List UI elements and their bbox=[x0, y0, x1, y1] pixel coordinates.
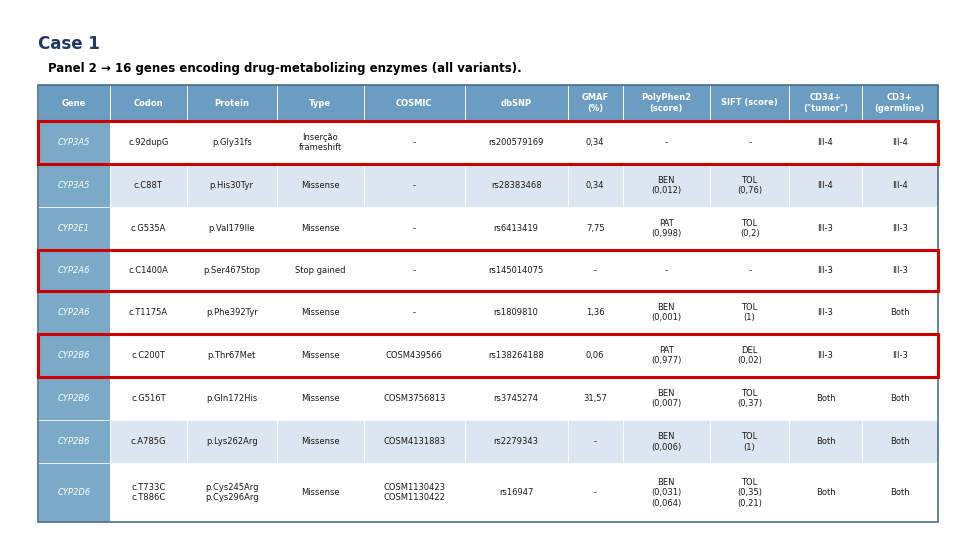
Bar bbox=[276, 85, 364, 121]
Bar bbox=[364, 85, 465, 121]
Text: 1,36: 1,36 bbox=[586, 308, 605, 317]
Bar bbox=[709, 377, 789, 420]
Bar bbox=[38, 85, 938, 86]
Text: CYP3A5: CYP3A5 bbox=[58, 181, 90, 190]
Bar bbox=[186, 420, 276, 463]
Bar bbox=[364, 121, 465, 164]
Bar bbox=[567, 377, 623, 420]
Text: Both: Both bbox=[890, 394, 910, 403]
Text: c.G535A: c.G535A bbox=[131, 224, 166, 233]
Text: III-3: III-3 bbox=[818, 308, 833, 317]
Text: CD3+
(germline): CD3+ (germline) bbox=[875, 93, 924, 113]
Text: CYP3A5: CYP3A5 bbox=[58, 138, 90, 147]
Bar bbox=[789, 463, 861, 522]
Text: Gene: Gene bbox=[61, 98, 86, 107]
Bar bbox=[465, 420, 567, 463]
Bar bbox=[623, 85, 709, 121]
Text: c.T733C
c.T886C: c.T733C c.T886C bbox=[132, 483, 165, 502]
Bar bbox=[364, 250, 465, 291]
Text: p.Thr67Met: p.Thr67Met bbox=[207, 351, 256, 360]
Bar bbox=[38, 377, 110, 420]
Bar bbox=[186, 121, 276, 164]
Bar bbox=[276, 420, 364, 463]
Bar bbox=[186, 291, 276, 334]
Text: dbSNP: dbSNP bbox=[500, 98, 532, 107]
Text: BEN
(0,012): BEN (0,012) bbox=[651, 176, 682, 195]
Text: TOL
(1): TOL (1) bbox=[741, 303, 757, 322]
Text: p.Gly31fs: p.Gly31fs bbox=[212, 138, 252, 147]
Bar bbox=[789, 121, 861, 164]
Text: CYP2A6: CYP2A6 bbox=[58, 308, 90, 317]
Bar bbox=[38, 121, 938, 164]
Text: PAT
(0,977): PAT (0,977) bbox=[651, 346, 682, 366]
Text: -: - bbox=[665, 138, 668, 147]
Bar bbox=[276, 250, 364, 291]
Text: -: - bbox=[413, 224, 416, 233]
Bar bbox=[789, 85, 861, 121]
Text: TOL
(0,35)
(0,21): TOL (0,35) (0,21) bbox=[737, 478, 762, 508]
Bar bbox=[110, 164, 186, 207]
Text: p.Val179Ile: p.Val179Ile bbox=[208, 224, 255, 233]
Text: Case 1: Case 1 bbox=[38, 35, 100, 53]
Text: III-3: III-3 bbox=[892, 351, 908, 360]
Text: 0,06: 0,06 bbox=[586, 351, 605, 360]
Bar bbox=[789, 207, 861, 250]
Text: Both: Both bbox=[816, 488, 835, 497]
Text: 31,57: 31,57 bbox=[584, 394, 607, 403]
Bar bbox=[789, 250, 861, 291]
Text: p.Cys245Arg
p.Cys296Arg: p.Cys245Arg p.Cys296Arg bbox=[204, 483, 258, 502]
Bar bbox=[186, 334, 276, 377]
Bar bbox=[861, 207, 938, 250]
Bar bbox=[364, 377, 465, 420]
Bar bbox=[186, 463, 276, 522]
Bar bbox=[623, 463, 709, 522]
Text: PolyPhen2
(score): PolyPhen2 (score) bbox=[641, 93, 691, 113]
Text: Inserção
frameshift: Inserção frameshift bbox=[299, 133, 342, 152]
Bar bbox=[186, 164, 276, 207]
Bar bbox=[38, 85, 938, 522]
Bar bbox=[110, 121, 186, 164]
Bar bbox=[709, 291, 789, 334]
Text: rs200579169: rs200579169 bbox=[489, 138, 543, 147]
Bar bbox=[623, 420, 709, 463]
Bar bbox=[709, 463, 789, 522]
Bar bbox=[567, 291, 623, 334]
Text: CYP2A6: CYP2A6 bbox=[58, 266, 90, 275]
Text: Missense: Missense bbox=[301, 181, 340, 190]
Text: Codon: Codon bbox=[133, 98, 163, 107]
Bar bbox=[186, 85, 276, 121]
Bar bbox=[709, 85, 789, 121]
Text: 7,75: 7,75 bbox=[586, 224, 605, 233]
Bar bbox=[110, 334, 186, 377]
Bar bbox=[623, 207, 709, 250]
Bar bbox=[465, 207, 567, 250]
Text: c.92dupG: c.92dupG bbox=[129, 138, 169, 147]
Text: CYP2E1: CYP2E1 bbox=[59, 224, 90, 233]
Text: COSM4131883: COSM4131883 bbox=[383, 437, 445, 446]
Text: Both: Both bbox=[890, 308, 910, 317]
Text: TOL
(1): TOL (1) bbox=[741, 432, 757, 451]
Bar bbox=[38, 207, 110, 250]
Text: Missense: Missense bbox=[301, 224, 340, 233]
Bar bbox=[623, 164, 709, 207]
Bar bbox=[38, 85, 110, 121]
Text: -: - bbox=[413, 138, 416, 147]
Text: -: - bbox=[593, 437, 597, 446]
Text: Panel 2 → 16 genes encoding drug-metabolizing enzymes (all variants).: Panel 2 → 16 genes encoding drug-metabol… bbox=[48, 62, 521, 75]
Bar bbox=[709, 121, 789, 164]
Text: -: - bbox=[413, 308, 416, 317]
Text: 0,34: 0,34 bbox=[586, 138, 605, 147]
Bar bbox=[861, 334, 938, 377]
Text: III-3: III-3 bbox=[818, 266, 833, 275]
Text: Both: Both bbox=[890, 437, 910, 446]
Bar bbox=[38, 291, 110, 334]
Text: rs28383468: rs28383468 bbox=[491, 181, 541, 190]
Bar bbox=[709, 207, 789, 250]
Text: CYP2B6: CYP2B6 bbox=[58, 437, 90, 446]
Bar bbox=[110, 463, 186, 522]
Text: COSM439566: COSM439566 bbox=[386, 351, 443, 360]
Text: Missense: Missense bbox=[301, 394, 340, 403]
Bar bbox=[861, 420, 938, 463]
Bar bbox=[709, 334, 789, 377]
Text: COSM1130423
COSM1130422: COSM1130423 COSM1130422 bbox=[383, 483, 445, 502]
